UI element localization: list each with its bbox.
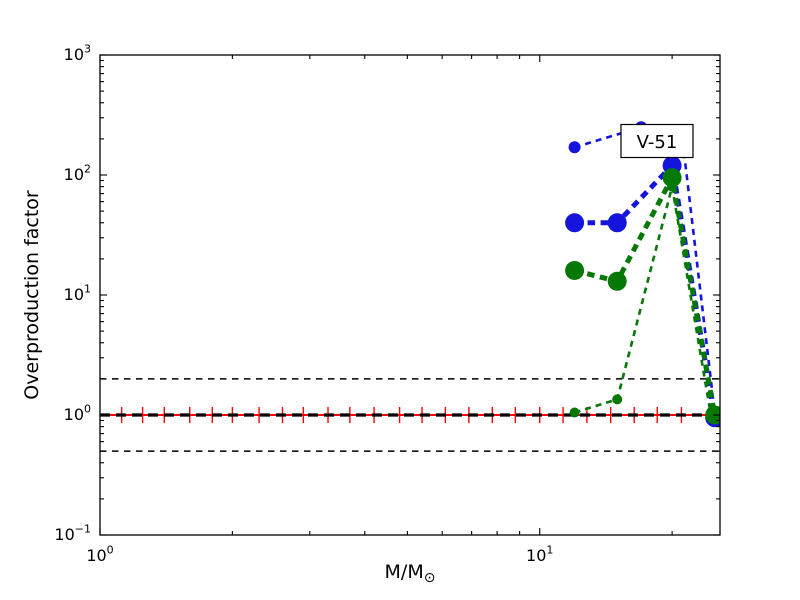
v51-annotation: V-51 bbox=[620, 123, 694, 159]
x-tick-label-exponent: 0 bbox=[107, 544, 114, 557]
x-axis-label-subscript: ⊙ bbox=[424, 570, 436, 586]
y-tick-label-mantissa: 10 bbox=[64, 405, 84, 424]
x-axis-label: M/M⊙ bbox=[385, 561, 436, 586]
reference-lines-layer bbox=[100, 378, 720, 452]
x-tick-label-exponent: 1 bbox=[546, 544, 553, 557]
y-tick-label-mantissa: 10 bbox=[64, 285, 84, 304]
y-tick-label-mantissa: 10 bbox=[64, 45, 84, 64]
series-line-green-thin-model bbox=[574, 186, 713, 416]
x-tick-label: 100 bbox=[86, 544, 113, 566]
data-point-green-thin-model bbox=[569, 407, 580, 418]
x-tick-label-mantissa: 10 bbox=[526, 546, 546, 565]
y-tick-label-mantissa: 10 bbox=[54, 525, 74, 544]
y-tick-label-exponent: 2 bbox=[84, 163, 91, 176]
data-point-blue-thin-model bbox=[568, 141, 581, 154]
y-tick-label-exponent: 3 bbox=[84, 43, 91, 56]
x-tick-label: 101 bbox=[526, 544, 553, 566]
x-axis-label-main: M/M bbox=[385, 561, 424, 583]
y-tick-label: 100 bbox=[64, 403, 91, 425]
data-point-blue-thick-model bbox=[565, 213, 585, 233]
y-tick-label-exponent: 1 bbox=[84, 283, 91, 296]
data-point-green-thin-model bbox=[705, 410, 716, 420]
data-point-green-thick-model bbox=[565, 261, 585, 280]
data-point-green-thin-model bbox=[667, 181, 678, 192]
data-point-green-thin-model bbox=[612, 394, 623, 405]
y-tick-label: 102 bbox=[64, 163, 91, 185]
y-tick-label: 101 bbox=[64, 283, 91, 305]
v51-annotation-text: V-51 bbox=[637, 132, 678, 153]
data-point-blue-thick-model bbox=[607, 213, 627, 233]
x-tick-label-mantissa: 10 bbox=[86, 546, 106, 565]
data-point-green-thick-model bbox=[662, 168, 682, 188]
y-axis-label: Overproduction factor bbox=[21, 190, 43, 400]
y-tick-label-mantissa: 10 bbox=[64, 165, 84, 184]
v51-annotation-box bbox=[620, 123, 694, 159]
y-tick-label-exponent: 0 bbox=[84, 403, 91, 416]
y-tick-label: 103 bbox=[64, 43, 91, 65]
data-point-green-thick-model bbox=[607, 271, 627, 291]
series-layer bbox=[565, 121, 720, 428]
y-tick-label-exponent: −1 bbox=[75, 523, 91, 536]
y-tick-label: 10−1 bbox=[54, 523, 91, 545]
series-line-blue-thin-model bbox=[574, 125, 716, 413]
